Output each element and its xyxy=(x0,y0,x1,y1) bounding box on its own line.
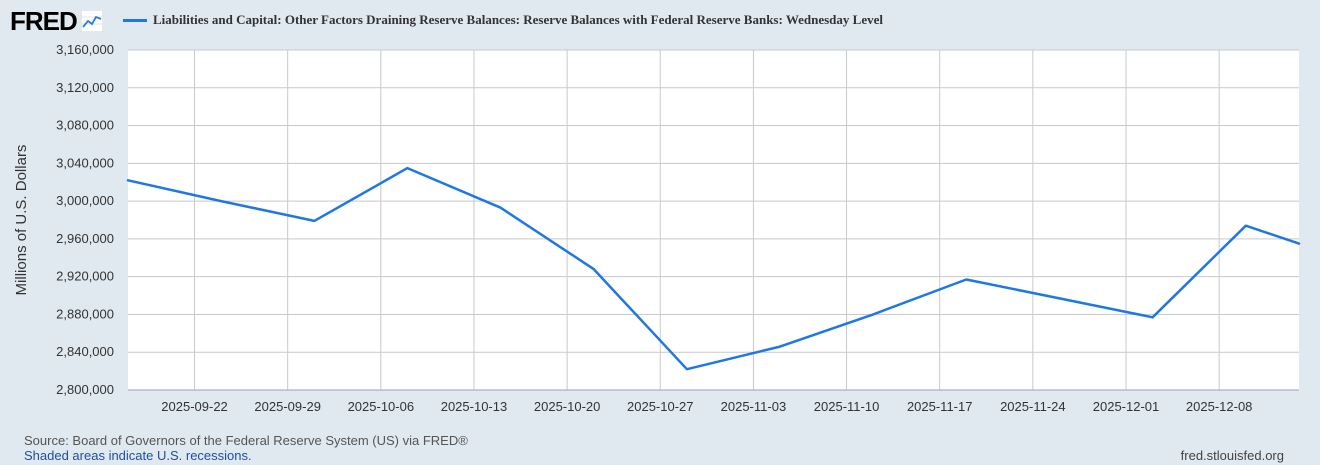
x-tick-label: 2025-10-27 xyxy=(627,399,694,414)
legend[interactable]: Liabilities and Capital: Other Factors D… xyxy=(123,12,883,28)
x-tick-label: 2025-10-13 xyxy=(441,399,508,414)
series-lines xyxy=(126,166,1301,371)
grid-lines xyxy=(128,49,1299,391)
y-tick-label: 2,880,000 xyxy=(56,306,114,321)
y-axis-label: Millions of U.S. Dollars xyxy=(13,145,30,296)
y-axis: 2,800,000 2,840,000 2,880,000 2,920,000 2,96… xyxy=(56,42,114,397)
y-tick-label: 3,080,000 xyxy=(56,118,114,133)
x-tick-label: 2025-11-10 xyxy=(814,399,880,414)
x-tick-label: 2025-12-08 xyxy=(1186,399,1253,414)
series-line-0 xyxy=(126,166,1301,371)
x-tick-label: 2025-10-06 xyxy=(348,399,415,414)
y-tick-label: 2,920,000 xyxy=(56,269,114,284)
trend-line-icon xyxy=(80,10,103,32)
y-tick-label: 3,040,000 xyxy=(56,155,114,170)
source-text: Source: Board of Governors of the Federa… xyxy=(24,433,468,448)
x-tick-label: 2025-11-03 xyxy=(721,399,787,414)
legend-swatch xyxy=(123,18,147,22)
x-tick-label: 2025-10-20 xyxy=(534,399,601,414)
legend-label: Liabilities and Capital: Other Factors D… xyxy=(153,12,883,27)
x-tick-label: 2025-11-17 xyxy=(907,399,973,414)
fred-url[interactable]: fred.stlouisfed.org xyxy=(1180,448,1284,463)
x-axis: 2025-09-22 2025-09-29 2025-10-06 2025-10-13… xyxy=(128,389,1299,414)
x-tick-label: 2025-11-24 xyxy=(1000,399,1066,414)
y-tick-label: 2,960,000 xyxy=(56,231,114,246)
y-tick-label: 3,120,000 xyxy=(56,80,114,95)
plot-area xyxy=(128,50,1299,390)
x-tick-label: 2025-09-22 xyxy=(161,399,228,414)
y-tick-label: 2,840,000 xyxy=(56,344,114,359)
x-tick-label: 2025-09-29 xyxy=(254,399,321,414)
x-tick-label: 2025-12-01 xyxy=(1093,399,1160,414)
fred-logo[interactable]: FRED xyxy=(10,6,78,36)
y-tick-label: 3,000,000 xyxy=(56,193,114,208)
y-tick-label: 2,800,000 xyxy=(56,382,114,397)
header: FRED xyxy=(10,6,103,36)
y-tick-label: 3,160,000 xyxy=(56,42,114,57)
recession-note-link[interactable]: Shaded areas indicate U.S. recessions. xyxy=(24,448,252,463)
